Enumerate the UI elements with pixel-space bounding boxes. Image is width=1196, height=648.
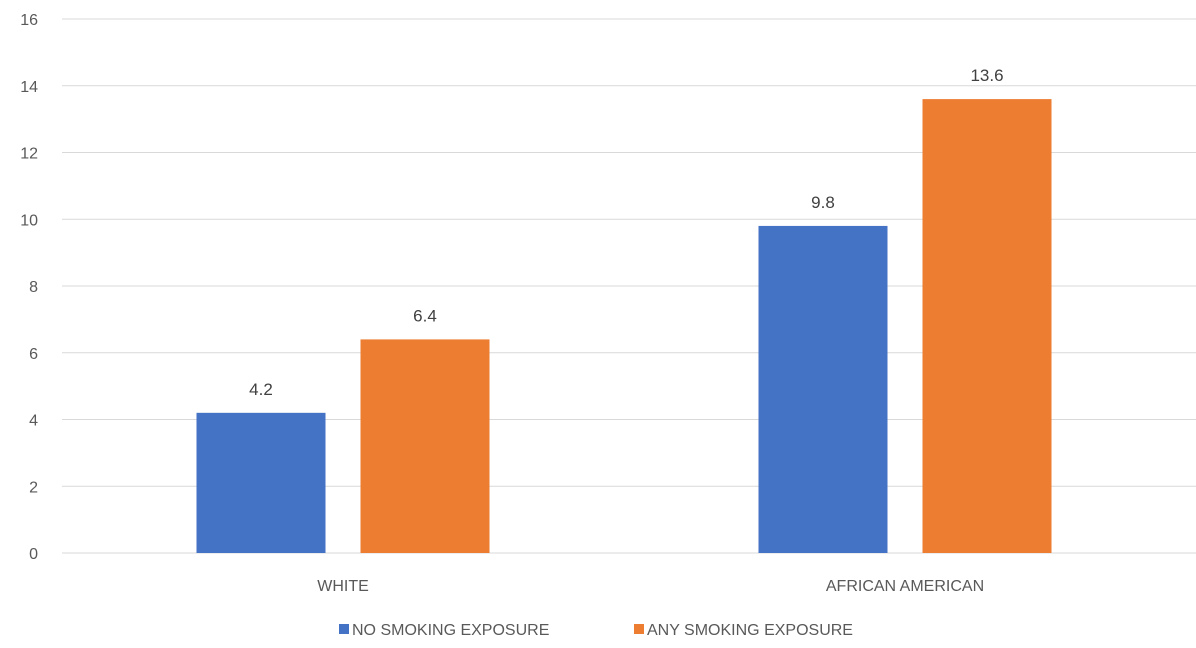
legend-swatch	[634, 624, 644, 634]
bar-african-american-no-smoking-exposure	[758, 225, 888, 554]
x-axis-categories: WHITE AFRICAN AMERICAN	[317, 578, 984, 595]
legend-label: NO SMOKING EXPOSURE	[352, 622, 549, 639]
data-label: 4.2	[249, 380, 273, 399]
y-tick-label: 16	[20, 12, 38, 29]
legend-swatch	[339, 624, 349, 634]
y-axis-ticks: 0 2 4 6 8 10 12 14 16	[20, 12, 38, 563]
y-tick-label: 6	[29, 346, 38, 363]
data-label: 13.6	[970, 66, 1003, 85]
y-tick-label: 12	[20, 146, 38, 163]
data-label: 9.8	[811, 193, 835, 212]
data-labels: 4.2 6.4 9.8 13.6	[249, 66, 1003, 399]
y-tick-label: 8	[29, 279, 38, 296]
y-tick-label: 14	[20, 79, 38, 96]
legend: NO SMOKING EXPOSURE ANY SMOKING EXPOSURE	[339, 622, 853, 639]
bars	[196, 99, 1052, 554]
y-tick-label: 10	[20, 212, 38, 229]
y-tick-label: 4	[29, 413, 38, 430]
x-category-label: AFRICAN AMERICAN	[826, 578, 984, 595]
x-category-label: WHITE	[317, 578, 369, 595]
legend-label: ANY SMOKING EXPOSURE	[647, 622, 853, 639]
bar-african-american-any-smoking-exposure	[922, 99, 1052, 553]
bar-white-no-smoking-exposure	[196, 412, 326, 553]
y-tick-label: 0	[29, 546, 38, 563]
y-tick-label: 2	[29, 479, 38, 496]
bar-white-any-smoking-exposure	[360, 339, 490, 553]
data-label: 6.4	[413, 306, 437, 325]
